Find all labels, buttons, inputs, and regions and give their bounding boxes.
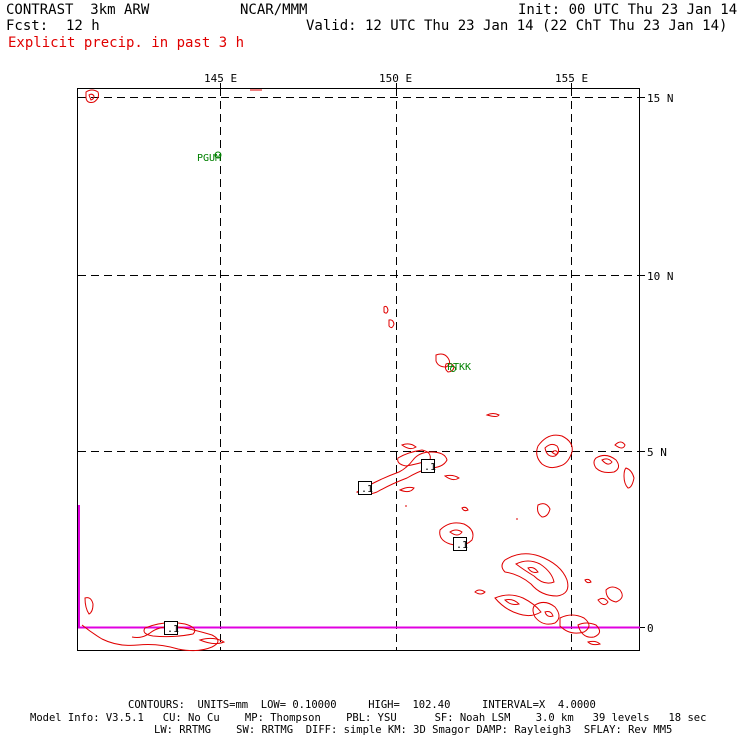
contour-label-box <box>164 621 178 635</box>
station-label-pgum: PGUM <box>197 153 221 164</box>
lat-ticks <box>640 97 645 628</box>
contour-label-box <box>358 481 372 495</box>
contour-label: .1 <box>167 624 179 635</box>
station-marker-pgum <box>214 151 222 159</box>
model-info-line-1: Model Info: V3.5.1 CU: No Cu MP: Thompso… <box>30 712 707 724</box>
model-title: CONTRAST 3km ARW <box>6 2 150 18</box>
lat-label-5n: 5 N <box>647 446 667 459</box>
field-title: Explicit precip. in past 3 h <box>8 35 245 51</box>
fcst-label: Fcst: <box>6 18 49 34</box>
lon-label-155: 155 E <box>555 72 589 85</box>
contour-label-box <box>453 537 467 551</box>
lon-label-145: 145 E <box>204 72 238 85</box>
lat-lon-grid <box>78 88 640 650</box>
contour-label: .1 <box>361 484 373 495</box>
fcst-value: 12 h <box>66 18 100 34</box>
lat-label-10n: 10 N <box>647 270 674 283</box>
init-time: Init: 00 UTC Thu 23 Jan 14 <box>518 2 738 18</box>
contour-info: CONTOURS: UNITS=mm LOW= 0.10000 HIGH= 10… <box>128 699 596 711</box>
valid-time: Valid: 12 UTC Thu 23 Jan 14 (22 ChT Thu … <box>306 18 728 34</box>
station-marker-ptkk <box>450 366 456 372</box>
station-markers <box>214 151 456 372</box>
lat-label-0: 0 <box>647 622 654 635</box>
map-frame <box>77 88 640 651</box>
precip-contours <box>81 89 635 652</box>
contour-label: .1 <box>424 462 436 473</box>
model-info-line-2: LW: RRTMG SW: RRTMG DIFF: simple KM: 3D … <box>154 724 673 736</box>
contour-label-boxes <box>164 459 467 635</box>
station-label-ptkk: PTKK <box>447 362 471 373</box>
domain-boundary <box>78 505 640 629</box>
organization: NCAR/MMM <box>240 2 308 18</box>
contour-label: .1 <box>456 540 468 551</box>
lon-label-150: 150 E <box>379 72 413 85</box>
lat-label-15n: 15 N <box>647 92 674 105</box>
contour-label-box <box>421 459 435 473</box>
